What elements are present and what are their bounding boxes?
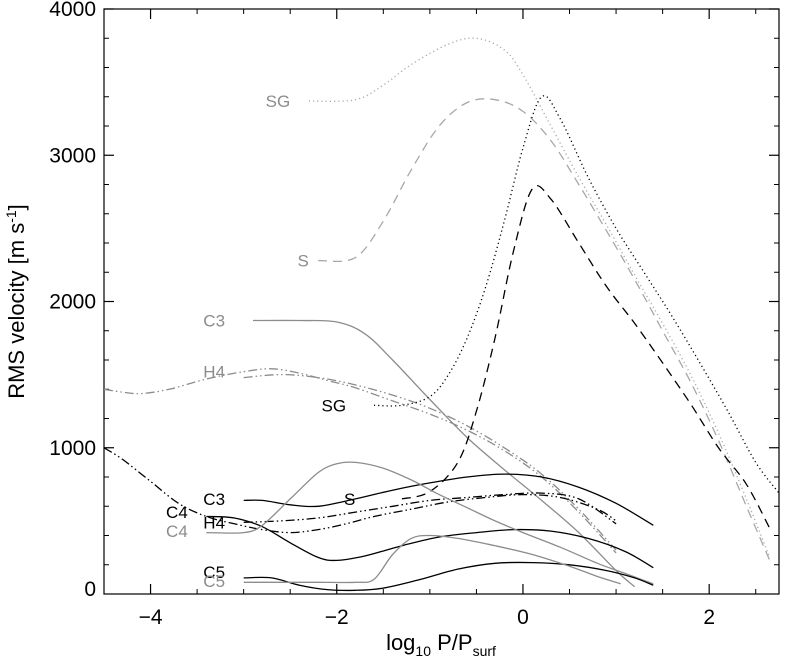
series-line-11-c4 xyxy=(206,461,654,585)
series-line-13-c5 xyxy=(243,534,621,585)
series-annotation: SG xyxy=(322,396,347,415)
y-axis-label-end: ] xyxy=(4,204,29,210)
series-annotation: S xyxy=(344,490,355,509)
series-line-2-c3 xyxy=(252,319,636,588)
y-axis-ticks: 1000 2000 3000 4000 0 xyxy=(49,0,779,601)
y-axis-label: RMS velocity [m s-1] xyxy=(3,204,29,399)
y-tick-label: 2000 xyxy=(49,291,96,314)
series-annotation: C4 xyxy=(166,522,188,541)
series-annotation: C3 xyxy=(203,312,225,331)
series-annotation: C3 xyxy=(203,490,225,509)
x-tick-label: −4 xyxy=(139,606,163,629)
series-line-4 xyxy=(243,373,617,551)
series-annotation: C5 xyxy=(203,563,225,582)
series-annotation: SG xyxy=(266,92,291,111)
series-annotation: S xyxy=(297,252,308,271)
series-line-1-s xyxy=(318,98,771,561)
y-axis-label-sup: -1 xyxy=(3,210,19,223)
series-annotation: H4 xyxy=(203,363,225,382)
series-line-0-sg xyxy=(308,37,771,558)
series-line-3-h4 xyxy=(103,368,617,554)
series-line-9 xyxy=(243,492,617,525)
y-tick-label-zero: 0 xyxy=(84,578,96,601)
x-axis-label-sub2: surf xyxy=(473,643,496,659)
x-tick-label: −2 xyxy=(325,606,349,629)
y-axis-label-main: RMS velocity [m s xyxy=(4,223,29,399)
series-line-10-c4 xyxy=(206,515,654,569)
series-annotation: C5 xyxy=(203,572,225,591)
y-tick-label: 3000 xyxy=(49,144,96,167)
x-axis-label: log10 P/Psurf xyxy=(386,630,496,659)
series-annotation: C4 xyxy=(166,503,188,522)
series-line-6-s xyxy=(401,185,771,529)
x-axis-label-sub1: 10 xyxy=(415,643,431,659)
y-tick-label: 4000 xyxy=(49,0,96,21)
y-tick-label: 1000 xyxy=(49,437,96,460)
series-line-7-c3 xyxy=(243,473,654,526)
x-axis-ticks: −4 −2 0 2 xyxy=(139,9,757,629)
series-annotation: H4 xyxy=(203,513,225,532)
x-axis-label-mid: P/P xyxy=(431,630,473,655)
series-line-12-c5 xyxy=(243,561,654,592)
x-tick-label: 2 xyxy=(703,606,715,629)
x-tick-label: 0 xyxy=(517,606,529,629)
series-line-5-sg xyxy=(373,95,780,494)
series-layer xyxy=(103,37,780,592)
series-line-8-h4 xyxy=(103,447,617,534)
x-axis-label-base: log xyxy=(386,630,415,655)
